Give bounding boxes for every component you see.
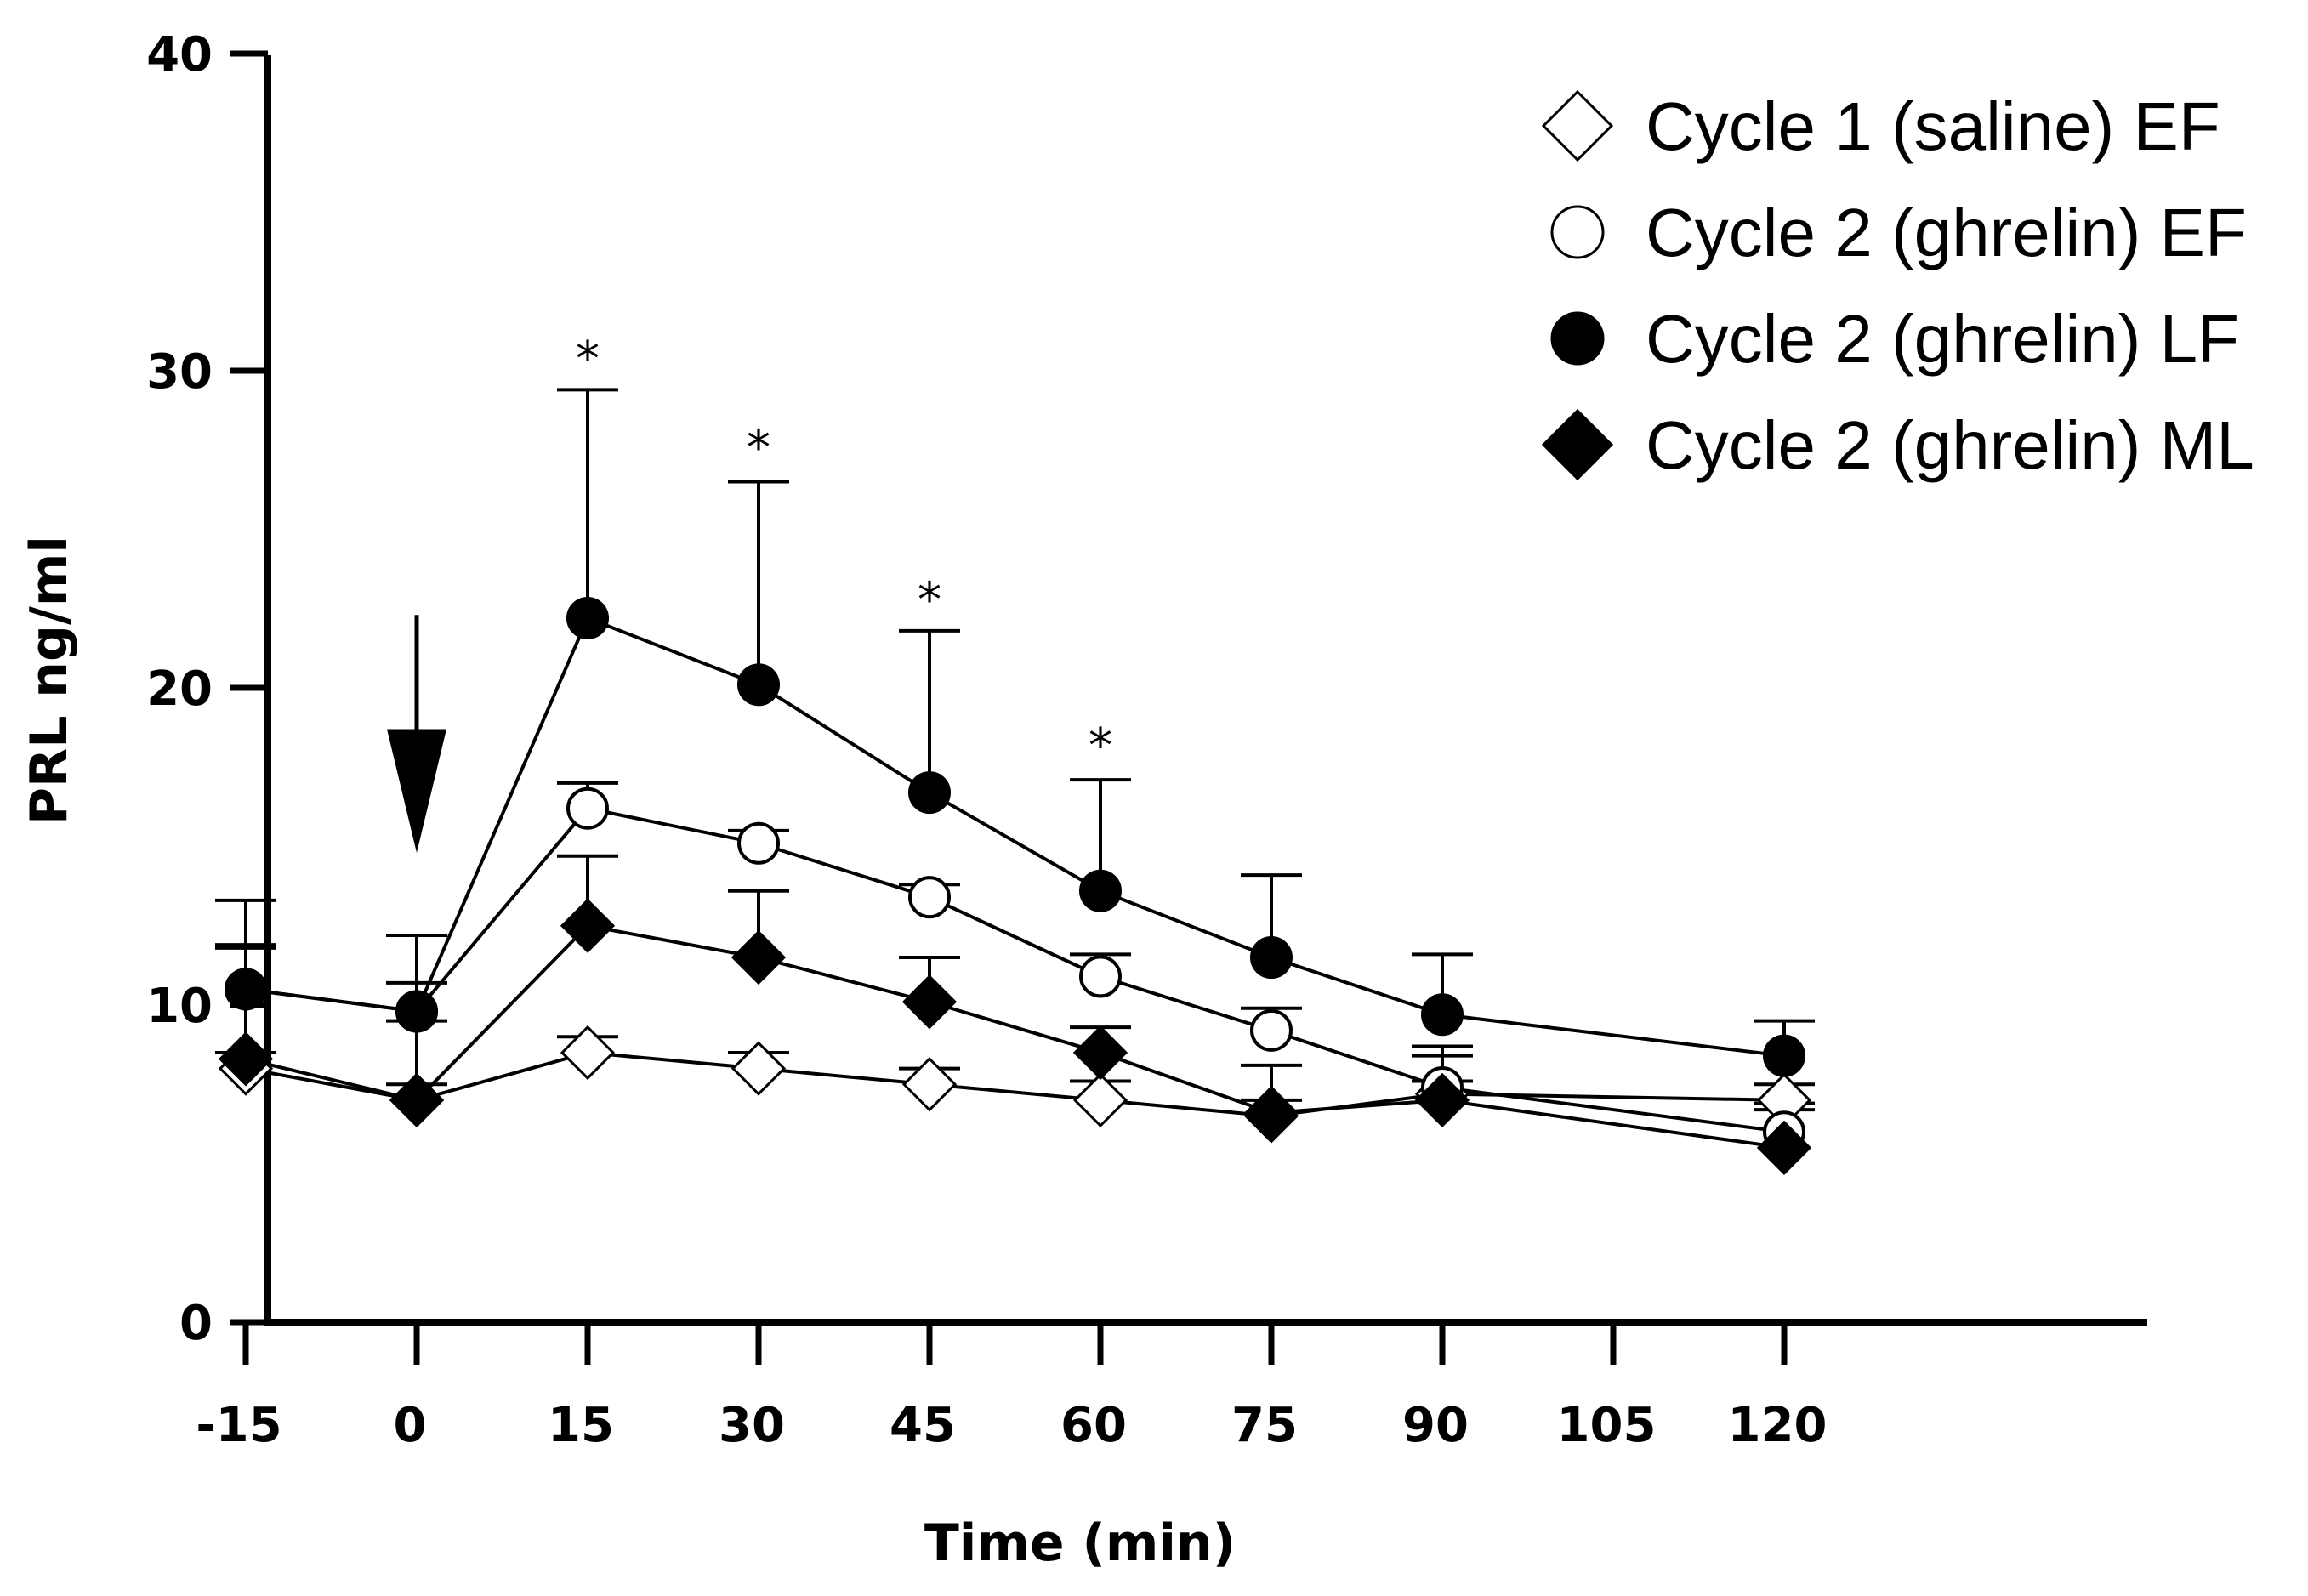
data-point	[908, 876, 951, 919]
legend-label: Cycle 1 (saline) EF	[1646, 88, 2220, 164]
arrow-head	[387, 729, 446, 853]
x-tick-label: 120	[1728, 1398, 1828, 1453]
data-point	[1243, 1085, 1299, 1140]
legend-marker-diamond	[1541, 408, 1614, 481]
axes: 0 10 20 30 40 -15 0 15 30 45 60 75 90 105 120 PRL ng/…	[20, 27, 2147, 1573]
data-point	[225, 968, 267, 1011]
series-line-3	[245, 616, 1785, 1058]
data-point	[389, 1072, 445, 1128]
legend-item-4: Cycle 2 (ghrelin) ML	[1541, 407, 2254, 483]
y-axis-ticks: 0 10 20 30 40	[146, 27, 268, 1351]
series-line-4	[245, 923, 1785, 1150]
significance-star: *	[918, 573, 941, 628]
data-point	[1072, 1025, 1128, 1081]
x-tick-label: 15	[548, 1398, 614, 1453]
x-tick-label: 105	[1557, 1398, 1657, 1453]
x-axis-title: Time (min)	[924, 1514, 1236, 1573]
data-point	[1250, 936, 1293, 980]
data-point	[1079, 955, 1122, 998]
data-point	[901, 974, 958, 1030]
data-point	[560, 1025, 616, 1081]
x-tick-label: 30	[719, 1398, 785, 1453]
data-point	[908, 771, 951, 815]
series-lines	[245, 616, 1785, 1150]
data-point	[1414, 1072, 1470, 1128]
x-tick-label: -15	[196, 1398, 281, 1453]
data-point	[1421, 993, 1464, 1037]
data-point	[218, 1031, 274, 1087]
significance-annotations: * * * *	[576, 332, 1112, 774]
data-point	[566, 787, 609, 830]
data-point	[1072, 1072, 1128, 1128]
data-point	[560, 898, 616, 953]
data-point	[737, 663, 780, 707]
x-tick-label: 60	[1060, 1398, 1127, 1453]
data-point	[737, 821, 780, 865]
data-point	[730, 1041, 787, 1096]
series-markers	[218, 596, 1812, 1175]
legend-item-3: Cycle 2 (ghrelin) LF	[1550, 301, 2239, 377]
y-tick-label: 10	[146, 979, 213, 1034]
data-point	[730, 929, 787, 985]
data-point	[1763, 1034, 1805, 1077]
legend-label: Cycle 2 (ghrelin) EF	[1646, 195, 2247, 270]
data-point	[1079, 869, 1122, 912]
significance-star: *	[747, 421, 770, 476]
y-tick-label: 30	[146, 344, 213, 400]
plot-area	[215, 388, 1815, 1175]
legend: Cycle 1 (saline) EF Cycle 2 (ghrelin) EF C…	[1541, 88, 2254, 483]
legend-marker-circle	[1550, 311, 1605, 366]
significance-star: *	[1089, 718, 1112, 774]
series-line-1	[245, 1050, 1785, 1118]
y-axis-title: PRL ng/ml	[20, 536, 79, 825]
x-tick-label: 45	[890, 1398, 956, 1453]
error-bars	[215, 388, 1815, 1148]
injection-arrow	[387, 615, 446, 853]
x-axis-ticks: -15 0 15 30 45 60 75 90 105 120	[196, 1322, 1827, 1453]
y-tick-label: 40	[146, 27, 213, 82]
legend-label: Cycle 2 (ghrelin) LF	[1646, 301, 2239, 377]
x-tick-label: 0	[394, 1398, 427, 1453]
significance-star: *	[576, 332, 600, 387]
x-tick-label: 75	[1231, 1398, 1298, 1453]
legend-item-2: Cycle 2 (ghrelin) EF	[1550, 195, 2247, 270]
x-tick-label: 90	[1402, 1398, 1469, 1453]
legend-marker-circle	[1550, 205, 1605, 259]
data-point	[566, 596, 609, 639]
data-point	[901, 1057, 958, 1112]
y-tick-label: 20	[146, 662, 213, 717]
y-tick-label: 0	[179, 1296, 213, 1351]
legend-item-1: Cycle 1 (saline) EF	[1541, 88, 2220, 164]
data-point	[1756, 1120, 1812, 1175]
legend-marker-diamond	[1541, 89, 1614, 162]
data-point	[395, 990, 438, 1033]
data-point	[1250, 1008, 1293, 1052]
legend-label: Cycle 2 (ghrelin) ML	[1646, 407, 2254, 483]
